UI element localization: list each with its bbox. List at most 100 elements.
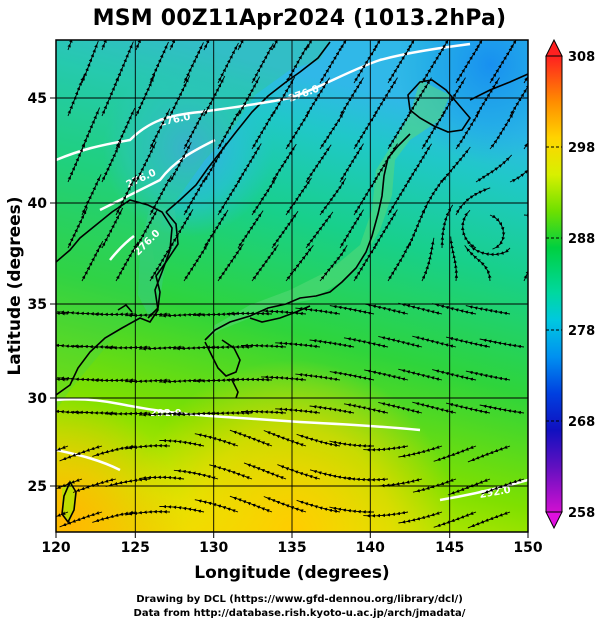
streamline (125, 509, 171, 516)
streamline (339, 143, 364, 183)
streamline (277, 464, 321, 480)
colorbar-tick-label: 258 (568, 506, 595, 521)
streamline (237, 210, 264, 249)
streamline (56, 478, 83, 495)
streamline (67, 40, 83, 51)
streamline (209, 464, 253, 480)
streamline (295, 306, 341, 316)
lat-lon-grid (56, 40, 528, 532)
streamline (271, 211, 299, 249)
streamline (465, 370, 511, 382)
streamline (479, 404, 525, 415)
colorbar-tick-label: 268 (568, 415, 595, 430)
streamline (305, 77, 330, 117)
streamline (149, 242, 174, 282)
x-tick-label: 145 (435, 540, 464, 556)
streamline (509, 154, 528, 183)
streamline (421, 110, 446, 150)
x-tick-labels: 120 125 130 135 140 145 150 (41, 540, 542, 556)
streamline (271, 76, 296, 117)
streamline (203, 75, 226, 117)
streamline (285, 245, 314, 282)
streamline (319, 110, 345, 150)
streamline (67, 207, 88, 249)
streamline (353, 176, 378, 216)
streamline (229, 495, 273, 513)
streamline (275, 341, 321, 349)
streamline (59, 511, 103, 528)
streamline (373, 40, 396, 51)
streamline (115, 174, 137, 216)
streamline (489, 110, 515, 150)
streamline (173, 469, 219, 480)
x-tick-label: 150 (513, 540, 542, 556)
streamline (251, 177, 277, 216)
streamline (329, 304, 375, 316)
streamline (285, 43, 309, 84)
streamline (149, 175, 172, 216)
streamline (339, 77, 364, 117)
streamline (445, 336, 491, 349)
streamline (319, 177, 347, 216)
streamline (169, 40, 188, 51)
streamline (237, 76, 261, 117)
streamline (203, 142, 227, 183)
streamline (263, 496, 307, 513)
streamline (469, 244, 511, 257)
streamline (489, 214, 506, 250)
streamline (251, 110, 276, 150)
streamline (373, 209, 398, 249)
streamline (101, 207, 124, 249)
colorbar-tick-label: 278 (568, 324, 595, 339)
streamline (217, 109, 241, 150)
streamline (387, 110, 412, 150)
streamline (364, 369, 409, 381)
streamline (343, 476, 389, 482)
streamline (464, 245, 492, 282)
streamline (237, 40, 257, 51)
streamline (421, 237, 435, 282)
streamline (378, 401, 423, 414)
colorbar-body (545, 55, 563, 513)
streamline (295, 372, 341, 382)
y-tick-label: 25 (28, 479, 47, 495)
streamline (441, 40, 464, 51)
streamline (398, 302, 443, 315)
streamline (251, 244, 279, 282)
streamline (407, 206, 427, 249)
streamline (465, 305, 511, 316)
streamline (135, 74, 156, 117)
streamline (305, 144, 332, 183)
streamline (203, 40, 223, 51)
streamline (329, 370, 375, 382)
streamline (353, 44, 378, 84)
streamline (194, 433, 239, 447)
streamline (378, 335, 423, 348)
streamline (271, 40, 292, 51)
streamline (460, 209, 477, 249)
streamline (149, 108, 171, 150)
streamline (441, 77, 466, 117)
streamline (319, 244, 348, 282)
streamline (433, 445, 477, 462)
streamline (81, 40, 99, 84)
streamline (183, 175, 207, 216)
streamline (364, 303, 409, 315)
streamline (509, 80, 528, 117)
streamline (59, 445, 103, 462)
streamline (237, 143, 262, 183)
streamline (319, 44, 344, 84)
streamline (467, 445, 511, 463)
streamline (398, 368, 443, 381)
colorbar-tick-labels: 308 298 288 278 268 258 (568, 50, 595, 521)
streamline (445, 402, 491, 415)
streamline (217, 243, 244, 282)
streamline (523, 244, 528, 282)
streamline (479, 338, 525, 349)
y-axis-title: Latitude (degrees) (5, 196, 25, 375)
streamline (339, 209, 364, 249)
streamline (309, 405, 355, 415)
streamline (169, 209, 194, 249)
streamline (412, 401, 457, 414)
streamline (135, 208, 159, 249)
